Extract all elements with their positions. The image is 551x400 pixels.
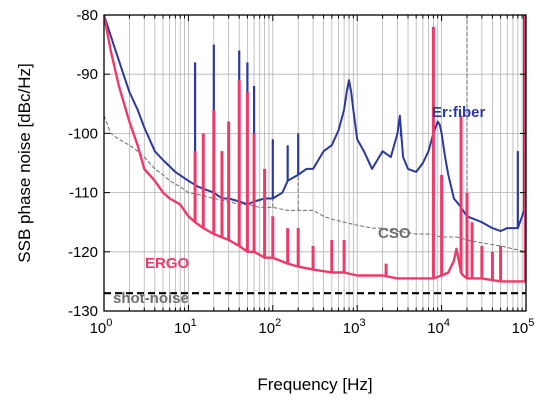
y-tick-labels: -80 -90 -100 -110 -120 -130 <box>68 7 98 320</box>
x-tick-label: 102 <box>258 317 281 337</box>
x-tick-label: 103 <box>343 317 366 337</box>
x-tick-label: 100 <box>90 317 113 337</box>
plot-background <box>104 15 526 311</box>
er-fiber-line <box>104 15 526 233</box>
label-er-fiber: Er:fiber <box>432 104 486 121</box>
y-tick-label: -110 <box>69 185 98 202</box>
x-axis-title: Frequency [Hz] <box>257 375 372 394</box>
y-tick-label: -100 <box>68 125 98 142</box>
y-tick-label: -130 <box>68 303 98 320</box>
x-tick-label: 101 <box>174 317 197 337</box>
x-tick-label: 105 <box>512 317 535 337</box>
label-shot-noise: shot-noise <box>113 290 189 307</box>
y-tick-label: -80 <box>76 7 98 24</box>
label-ergo: ERGO <box>145 255 190 272</box>
y-axis-title: SSB phase noise [dBc/Hz] <box>15 63 34 262</box>
plot-frame <box>103 14 527 312</box>
y-tick-label: -120 <box>68 244 98 261</box>
cso-line <box>104 115 526 253</box>
y-tick-label: -90 <box>76 66 98 83</box>
series-group <box>104 15 526 295</box>
axis-ticks <box>103 14 526 312</box>
x-tick-label: 104 <box>427 317 450 337</box>
ergo-line <box>104 15 526 283</box>
label-cso: CSO <box>378 225 411 242</box>
x-tick-labels: 100 101 102 103 104 105 <box>90 317 535 337</box>
